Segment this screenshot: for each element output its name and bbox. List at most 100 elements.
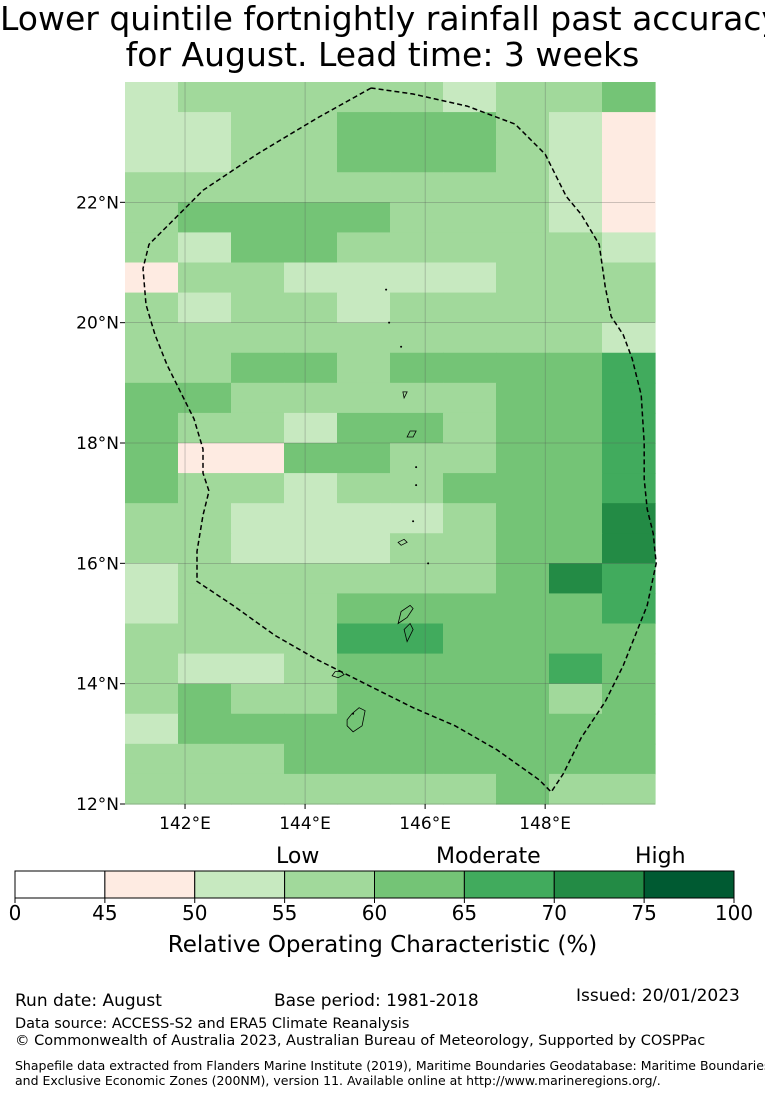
grid-cell (602, 743, 656, 775)
grid-cell (284, 262, 338, 294)
category-low-label: Low (276, 844, 320, 869)
grid-cell (390, 412, 444, 444)
grid-cell (390, 443, 444, 474)
grid-cell (337, 653, 391, 685)
grid-cell (602, 232, 656, 264)
grid-cell (125, 142, 179, 173)
colorbar-segment (553, 870, 645, 899)
grid-cell (231, 262, 285, 294)
grid-cell (231, 533, 285, 564)
grid-cell (125, 713, 179, 745)
grid-cell (337, 142, 391, 173)
grid-cell (549, 593, 603, 625)
grid-cell (496, 443, 550, 474)
grid-cell (602, 142, 656, 173)
grid-cell (284, 623, 338, 655)
grid-cell (231, 322, 285, 354)
shapefile-credit-line-2: and Exclusive Economic Zones (200NM), ve… (15, 1073, 661, 1088)
grid-cell (178, 292, 232, 324)
grid-cell (337, 773, 391, 805)
colorbar-segment (194, 870, 286, 899)
islet-dot (412, 520, 415, 523)
grid-cell (549, 82, 603, 113)
lat-tick-label: 12°N (76, 795, 119, 815)
grid-cell (390, 683, 444, 715)
grid-cell (178, 232, 232, 264)
grid-cell (125, 563, 179, 595)
grid-cell (337, 503, 391, 534)
colorbar-axis-title: Relative Operating Characteristic (%) (167, 932, 598, 958)
colorbar-tick-label: 65 (451, 901, 478, 925)
grid-cell (496, 743, 550, 775)
grid-cell (602, 112, 656, 143)
colorbar-tick-label: 0 (8, 901, 22, 925)
grid-cell (231, 473, 285, 504)
grid-cell (443, 82, 497, 113)
base-period: Base period: 1981-2018 (274, 991, 479, 1011)
grid-cell (337, 322, 391, 354)
grid-cell (125, 773, 179, 805)
grid-cell (337, 743, 391, 775)
grid-cell (443, 533, 497, 564)
grid-cell (496, 773, 550, 805)
grid-cell (178, 743, 232, 775)
grid-cell (443, 232, 497, 264)
grid-cell (337, 352, 391, 384)
grid-cell (284, 412, 338, 444)
grid-cell (443, 503, 497, 534)
grid-cell (284, 593, 338, 625)
lon-tick-label: 144°E (279, 814, 331, 834)
grid-cell (390, 352, 444, 384)
island-outline (397, 538, 408, 546)
grid-cell (549, 683, 603, 715)
grid-cell (337, 172, 391, 203)
grid-cell (549, 202, 603, 234)
grid-cell (337, 623, 391, 655)
grid-cell (390, 623, 444, 655)
accuracy-grid (125, 82, 656, 805)
grid-cell (549, 563, 603, 595)
lon-tick-label: 142°E (159, 814, 211, 834)
grid-cell (549, 653, 603, 685)
lat-tick-label: 18°N (76, 434, 119, 454)
grid-cell (602, 352, 656, 384)
grid-cell (390, 533, 444, 564)
grid-cell (549, 443, 603, 474)
grid-cell (496, 232, 550, 264)
grid-cell (390, 503, 444, 534)
grid-cell (231, 653, 285, 685)
grid-cell (549, 503, 603, 534)
grid-cell (178, 172, 232, 203)
grid-cell (443, 322, 497, 354)
grid-cell (443, 563, 497, 595)
grid-cell (284, 473, 338, 504)
grid-cell (125, 382, 179, 414)
axis-ticks: 142°E 144°E 146°E 148°E 12°N 14°N 16°N 18°N 20°N… (76, 193, 571, 834)
grid-cell (443, 172, 497, 203)
grid-cell (602, 563, 656, 595)
lat-tick-label: 14°N (76, 675, 119, 695)
grid-cell (549, 142, 603, 173)
grid-cell (231, 683, 285, 715)
grid-cell (231, 743, 285, 775)
grid-cell (178, 683, 232, 715)
grid-cell (549, 412, 603, 444)
grid-cell (549, 473, 603, 504)
grid-cell (284, 443, 338, 474)
grid-cell (390, 773, 444, 805)
category-high-label: High (635, 844, 686, 869)
grid-cell (443, 683, 497, 715)
grid-cell (496, 352, 550, 384)
grid-cell (178, 593, 232, 625)
island-outline (346, 707, 366, 733)
colorbar (14, 870, 735, 903)
grid-cell (602, 683, 656, 715)
grid-cell (390, 563, 444, 595)
grid-cell (178, 503, 232, 534)
grid-cell (496, 623, 550, 655)
grid-cell (125, 593, 179, 625)
grid-cell (231, 593, 285, 625)
lon-tick-label: 148°E (519, 814, 571, 834)
grid-cell (496, 172, 550, 203)
grid-cell (443, 352, 497, 384)
